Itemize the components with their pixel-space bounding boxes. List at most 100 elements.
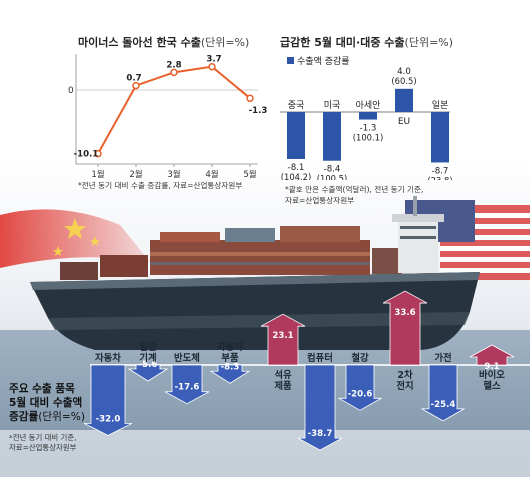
region-chart-note-line2: 자료=산업통상자원부 [285,196,355,205]
region-category-label: 일본 [432,100,449,111]
product-category-label: 자동차 [95,352,121,364]
product-chart-title-line2: 5월 대비 수출액 [9,397,83,409]
line-chart: 0 1월 2월 3월 4월 5월 -10.1 0.7 2.8 3.7 -1.3 [68,54,268,180]
line-chart-unit: (단위=%) [200,36,250,49]
product-arrow-value-label: 33.6 [394,308,415,318]
product-chart-note: *전년 동기 대비 기준, 자료=산업통상자원부 [9,433,77,453]
product-arrow [420,364,466,422]
region-bar-chart: 중국 -8.1(104.2) 미국 -8.4(100.5) 아세안 -1.3(100.1)… [280,67,453,180]
product-chart-unit: (단위=%) [38,411,85,423]
region-bar-amount-label: (60.5) [391,76,416,86]
line-chart-title-text: 마이너스 돌아선 한국 수출 [78,36,201,49]
line-chart-note: *전년 동기 대비 수출 증감률, 자료=산업통상자원부 [78,181,243,190]
region-bar-value-label: -8.1 [288,163,305,173]
line-chart-point [170,68,178,77]
line-chart-x-tick-label: 1월 [91,168,104,180]
region-chart-title: 급감한 5월 대미·대중 수출(단위=%) [280,34,453,50]
line-chart-title: 마이너스 돌아선 한국 수출(단위=%) [78,34,249,50]
product-arrow-chart: -32.0자동차-5.6일반기계-17.6반도체-8.3자동차부품23.1석유제… [83,290,530,451]
line-chart-x-tick-label: 2월 [129,168,142,180]
region-bar-value-label: -1.3 [360,124,377,134]
line-chart-data-label: 3.7 [206,55,221,65]
product-category-label: 전지 [396,380,413,392]
line-chart-point [208,62,216,71]
product-arrow [382,290,428,366]
region-category-label: 미국 [324,100,341,111]
line-chart-point [246,94,254,102]
china-flag-stars [53,218,100,256]
region-bar-amount-label: (104.2) [281,172,312,180]
product-arrow-value-label: -5.6 [139,360,158,370]
region-category-label: EU [398,117,410,127]
line-chart-data-label: 2.8 [166,60,181,70]
region-category-label: 중국 [288,100,305,111]
product-category-label: 바이오 [479,369,505,381]
product-category-label: 기계 [139,352,156,364]
legend-swatch [287,57,294,64]
product-category-label: 반도체 [174,352,200,364]
product-arrow-value-label: -25.4 [431,400,456,410]
product-arrow [164,364,210,405]
product-category-label: 제품 [274,380,292,392]
region-bar-value-label: 4.0 [397,67,411,77]
region-bar [287,112,305,159]
line-chart-data-label: 0.7 [126,74,141,84]
product-arrow [127,364,169,382]
region-bar [395,88,413,112]
product-category-label: 철강 [351,352,369,364]
product-category-label: 부품 [221,353,239,364]
product-arrow [209,364,251,384]
product-chart-title-line3: 증감률 [9,411,39,423]
product-chart-note-line2: 자료=산업통상자원부 [9,443,77,452]
product-category-label: 자동차 [217,341,243,353]
region-bar-amount-label: (100.5) [317,174,348,180]
product-arrow [260,313,306,366]
product-arrow-value-label: -17.6 [175,383,200,393]
line-chart-point [94,149,102,158]
region-chart-unit: (단위=%) [404,36,454,49]
region-chart-legend: 수출액 증감률 [287,54,350,67]
product-arrow-value-label: 23.1 [272,331,293,341]
product-category-label: 석유 [274,369,292,381]
ship-bridge [392,196,444,273]
product-arrow-value-label: -8.3 [221,362,240,372]
product-chart-title-line1: 주요 수출 품목 [9,383,75,395]
line-chart-x-tick-label: 3월 [167,168,180,180]
product-arrow-value-label: 9.1 [484,362,499,372]
product-arrow [83,364,133,436]
line-chart-zero-label: 0 [68,86,74,96]
region-bar [431,112,449,163]
product-arrow-value-label: -32.0 [96,414,121,424]
product-category-label: 일반 [139,341,157,353]
region-category-label: 아세안 [356,100,381,111]
ship-hull [30,272,480,350]
region-bar-value-label: -8.4 [324,165,341,175]
ship-containers [60,226,402,280]
product-category-label: 2차 [397,369,413,381]
region-chart-title-text: 급감한 5월 대미·대중 수출 [280,36,405,49]
product-category-label: 가전 [434,352,451,364]
region-chart-note-line1: *괄호 안은 수출액(억달러), 전년 동기 기준, [285,185,424,194]
product-chart-title: 주요 수출 품목 5월 대비 수출액 증감률(단위=%) [9,382,85,424]
line-chart-x-tick-label: 5월 [243,168,256,180]
region-bar-amount-label: (23.8) [427,175,452,180]
region-chart-note: *괄호 안은 수출액(억달러), 전년 동기 기준, 자료=산업통상자원부 [285,184,423,206]
product-chart-note-line1: *전년 동기 대비 기준, [9,433,77,442]
line-chart-data-label: -10.1 [74,150,99,160]
line-chart-data-label: -1.3 [249,106,268,116]
product-arrow [469,344,515,366]
region-bar-amount-label: (100.1) [353,133,384,143]
product-arrow [337,364,383,411]
product-arrow-value-label: -38.7 [308,429,333,439]
legend-label: 수출액 증감률 [297,57,350,67]
product-category-label: 헬스 [483,380,501,392]
line-chart-x-tick-label: 4월 [205,168,218,180]
region-bar [323,112,341,161]
line-chart-series-line [97,65,251,155]
region-bar [359,112,377,120]
product-arrow-value-label: -20.6 [348,389,373,399]
product-category-label: 컴퓨터 [307,352,333,364]
region-bar-value-label: -8.7 [432,166,449,176]
line-chart-point [132,81,140,90]
